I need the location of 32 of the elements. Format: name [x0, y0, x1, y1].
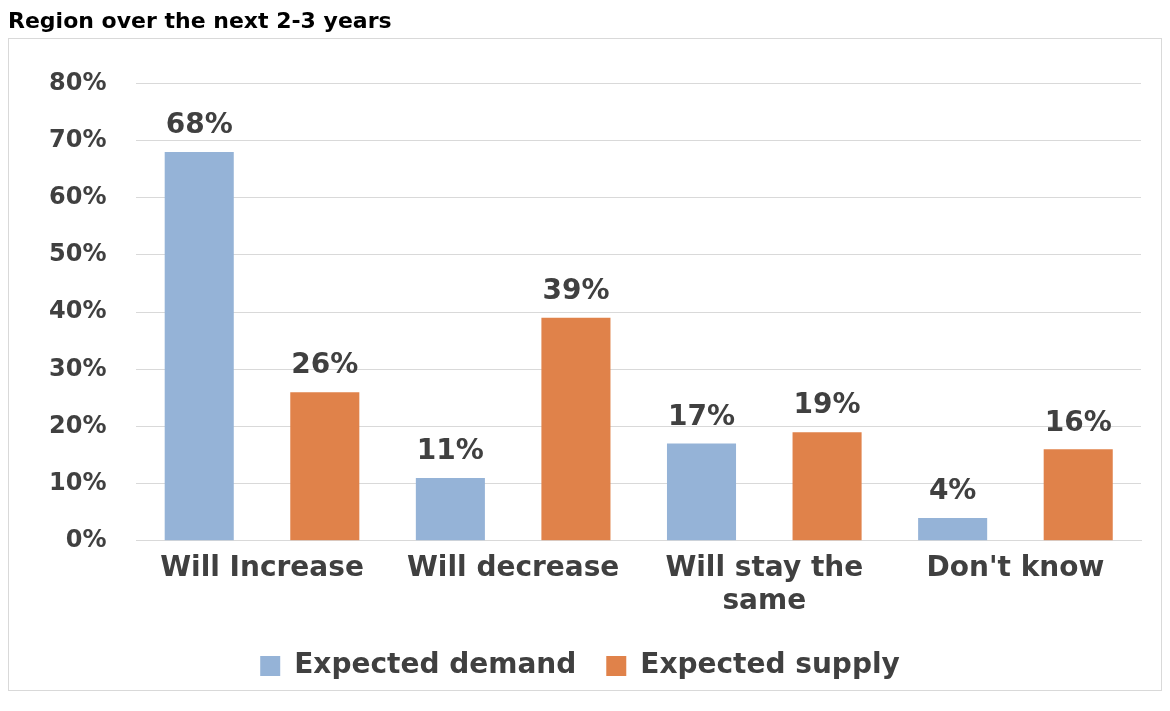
data-label: 11%: [416, 433, 484, 467]
data-label: 4%: [928, 473, 977, 507]
y-tick-label: 10%: [48, 467, 107, 496]
y-tick-label: 20%: [48, 410, 107, 439]
y-tick-label: 60%: [48, 181, 107, 210]
x-tick-label: Will decrease: [406, 549, 620, 583]
bar: [792, 432, 862, 541]
bar: [1043, 449, 1113, 541]
x-tick-label: Will Increase: [160, 549, 364, 583]
data-label: 17%: [667, 398, 736, 432]
y-tick-label: 50%: [48, 239, 107, 268]
bar: [541, 317, 611, 541]
y-tick-label: 30%: [48, 353, 107, 382]
y-tick-label: 0%: [65, 525, 107, 554]
legend-label: Expected supply: [640, 647, 900, 681]
bar: [164, 152, 234, 541]
data-label: 16%: [1044, 404, 1112, 438]
data-label: 39%: [542, 273, 610, 307]
y-tick-label: 70%: [48, 124, 107, 153]
data-label: 26%: [291, 347, 359, 381]
x-tick-label: Don't know: [926, 549, 1105, 583]
bar: [290, 392, 360, 541]
y-tick-label: 80%: [48, 67, 107, 96]
bar: [666, 443, 737, 541]
data-label: 68%: [165, 107, 233, 141]
data-label: 19%: [793, 387, 861, 421]
chart-title: Region over the next 2-3 years: [8, 8, 393, 35]
bar: [415, 477, 485, 541]
bar: [918, 517, 988, 541]
legend-label: Expected demand: [294, 647, 577, 681]
y-tick-label: 40%: [48, 296, 107, 325]
x-tick-label: Will stay the same: [665, 549, 864, 617]
